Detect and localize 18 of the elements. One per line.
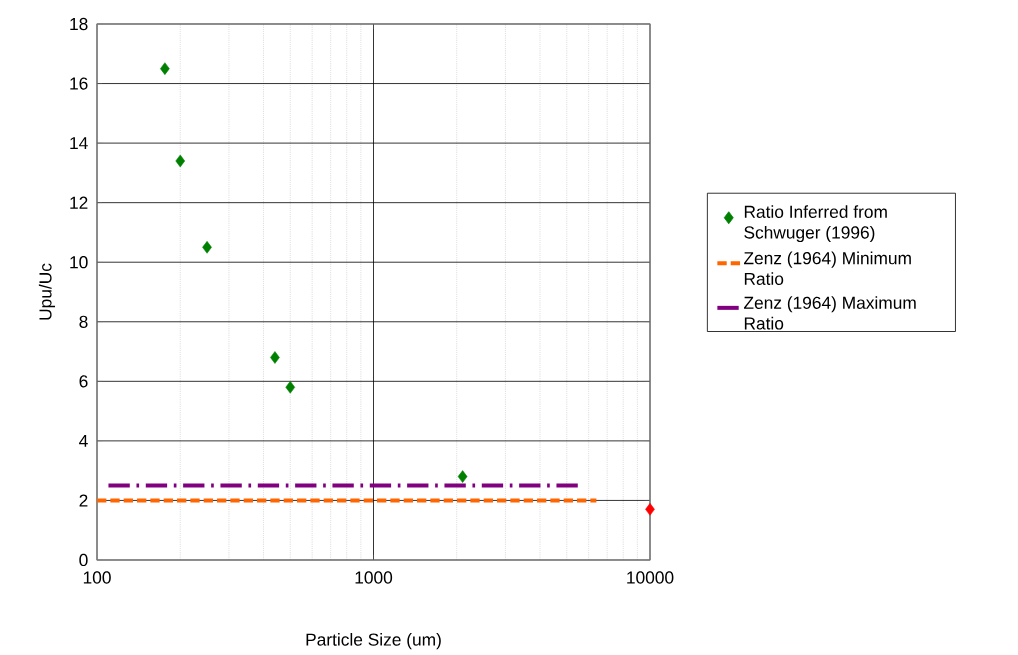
y-tick-label: 16	[70, 77, 88, 90]
legend-label: Zenz (1964) Minimum Ratio	[744, 251, 911, 285]
y-tick-label: 2	[79, 494, 88, 507]
y-tick-label: 10	[70, 256, 88, 269]
y-tick-label: 18	[70, 17, 88, 31]
y-axis-title: Upu/Uc	[38, 263, 56, 320]
y-tick-label: 6	[79, 375, 88, 388]
y-tick-label: 14	[70, 137, 88, 150]
y-tick-label: 0	[79, 553, 88, 567]
legend-label: Ratio Inferred from Schwuger (1996)	[744, 205, 887, 243]
x-tick-label: 10000	[627, 571, 674, 584]
y-tick-label: 12	[70, 196, 88, 209]
x-axis-title: Particle Size (um)	[306, 633, 441, 650]
legend-label: Zenz (1964) Maximum Ratio	[744, 296, 916, 330]
x-tick-label: 1000	[355, 571, 393, 584]
y-tick-label: 4	[79, 434, 88, 447]
x-tick-label: 100	[83, 571, 111, 584]
y-tick-label: 8	[79, 315, 88, 328]
